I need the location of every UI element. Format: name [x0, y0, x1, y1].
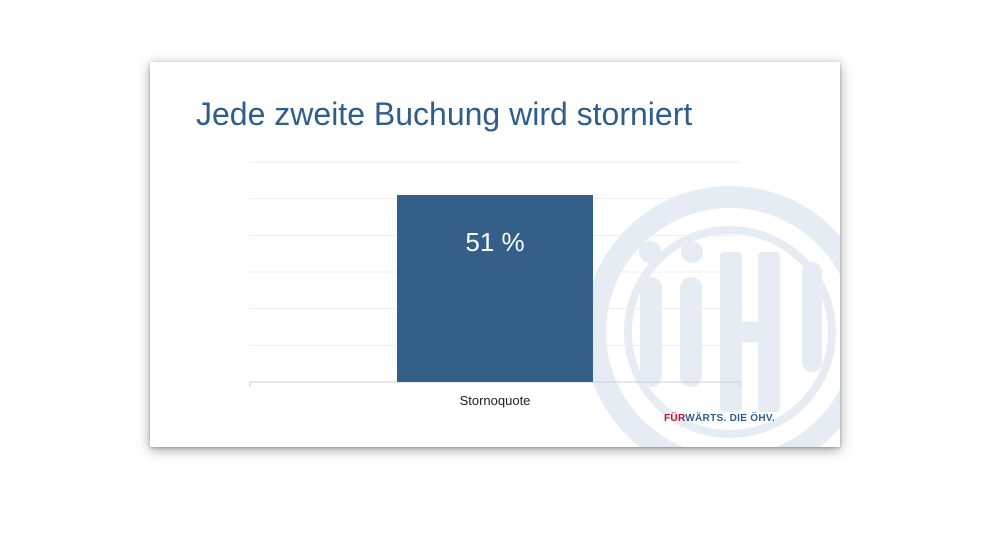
oehv-logo-icon [584, 186, 840, 447]
bar-data-label: 51 % [465, 227, 524, 257]
x-tick-label: Stornoquote [460, 393, 531, 408]
footer-brand-highlight: FÜR [664, 413, 686, 424]
footer-brand: FÜRWÄRTS. DIE ÖHV. [664, 413, 775, 424]
slide-title: Jede zweite Buchung wird storniert [196, 96, 693, 132]
footer-brand-text: WÄRTS. DIE ÖHV. [685, 413, 775, 424]
bar-chart: 51 % Stornoquote [249, 161, 741, 408]
slide: Jede zweite Buchung wird storniert 51 % S… [150, 62, 840, 447]
bar [397, 195, 593, 382]
